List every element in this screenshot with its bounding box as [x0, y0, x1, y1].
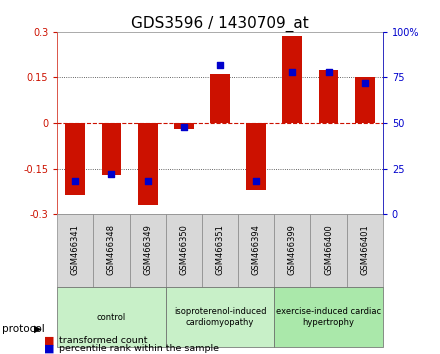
- Text: exercise-induced cardiac
hypertrophy: exercise-induced cardiac hypertrophy: [276, 307, 381, 327]
- FancyBboxPatch shape: [347, 214, 383, 287]
- FancyBboxPatch shape: [311, 214, 347, 287]
- Bar: [282, 36, 302, 123]
- FancyBboxPatch shape: [238, 214, 274, 287]
- Text: GSM466394: GSM466394: [252, 224, 260, 275]
- Text: GSM466400: GSM466400: [324, 224, 333, 275]
- Text: GSM466341: GSM466341: [71, 224, 80, 275]
- Text: GSM466350: GSM466350: [180, 224, 188, 275]
- Text: GSM466349: GSM466349: [143, 224, 152, 275]
- FancyBboxPatch shape: [274, 214, 311, 287]
- Text: GSM466351: GSM466351: [216, 224, 224, 275]
- Bar: [355, 78, 375, 123]
- Text: isoproterenol-induced
cardiomyopathy: isoproterenol-induced cardiomyopathy: [174, 307, 266, 327]
- Text: GSM466348: GSM466348: [107, 224, 116, 275]
- Text: percentile rank within the sample: percentile rank within the sample: [59, 344, 220, 353]
- Point: [289, 69, 296, 75]
- Point: [180, 124, 187, 130]
- Bar: [210, 74, 230, 123]
- Bar: [174, 123, 194, 129]
- Bar: [102, 123, 121, 175]
- Point: [108, 171, 115, 177]
- Point: [325, 69, 332, 75]
- Text: transformed count: transformed count: [59, 336, 148, 345]
- Text: control: control: [97, 313, 126, 321]
- FancyBboxPatch shape: [93, 214, 129, 287]
- Bar: [319, 70, 338, 123]
- FancyBboxPatch shape: [57, 214, 93, 287]
- Point: [253, 179, 260, 184]
- Point: [361, 80, 368, 86]
- FancyBboxPatch shape: [129, 214, 166, 287]
- Point: [144, 179, 151, 184]
- FancyBboxPatch shape: [57, 287, 166, 347]
- Bar: [246, 123, 266, 190]
- FancyBboxPatch shape: [166, 214, 202, 287]
- Text: ▶: ▶: [34, 324, 41, 333]
- FancyBboxPatch shape: [274, 287, 383, 347]
- FancyBboxPatch shape: [166, 287, 274, 347]
- Text: ■: ■: [44, 343, 55, 353]
- Text: protocol: protocol: [2, 324, 45, 333]
- Bar: [138, 123, 158, 205]
- Text: GSM466399: GSM466399: [288, 224, 297, 275]
- Text: GSM466401: GSM466401: [360, 224, 369, 275]
- Bar: [66, 123, 85, 194]
- Title: GDS3596 / 1430709_at: GDS3596 / 1430709_at: [131, 16, 309, 32]
- Text: ■: ■: [44, 336, 55, 346]
- Point: [216, 62, 224, 68]
- Point: [72, 179, 79, 184]
- FancyBboxPatch shape: [202, 214, 238, 287]
